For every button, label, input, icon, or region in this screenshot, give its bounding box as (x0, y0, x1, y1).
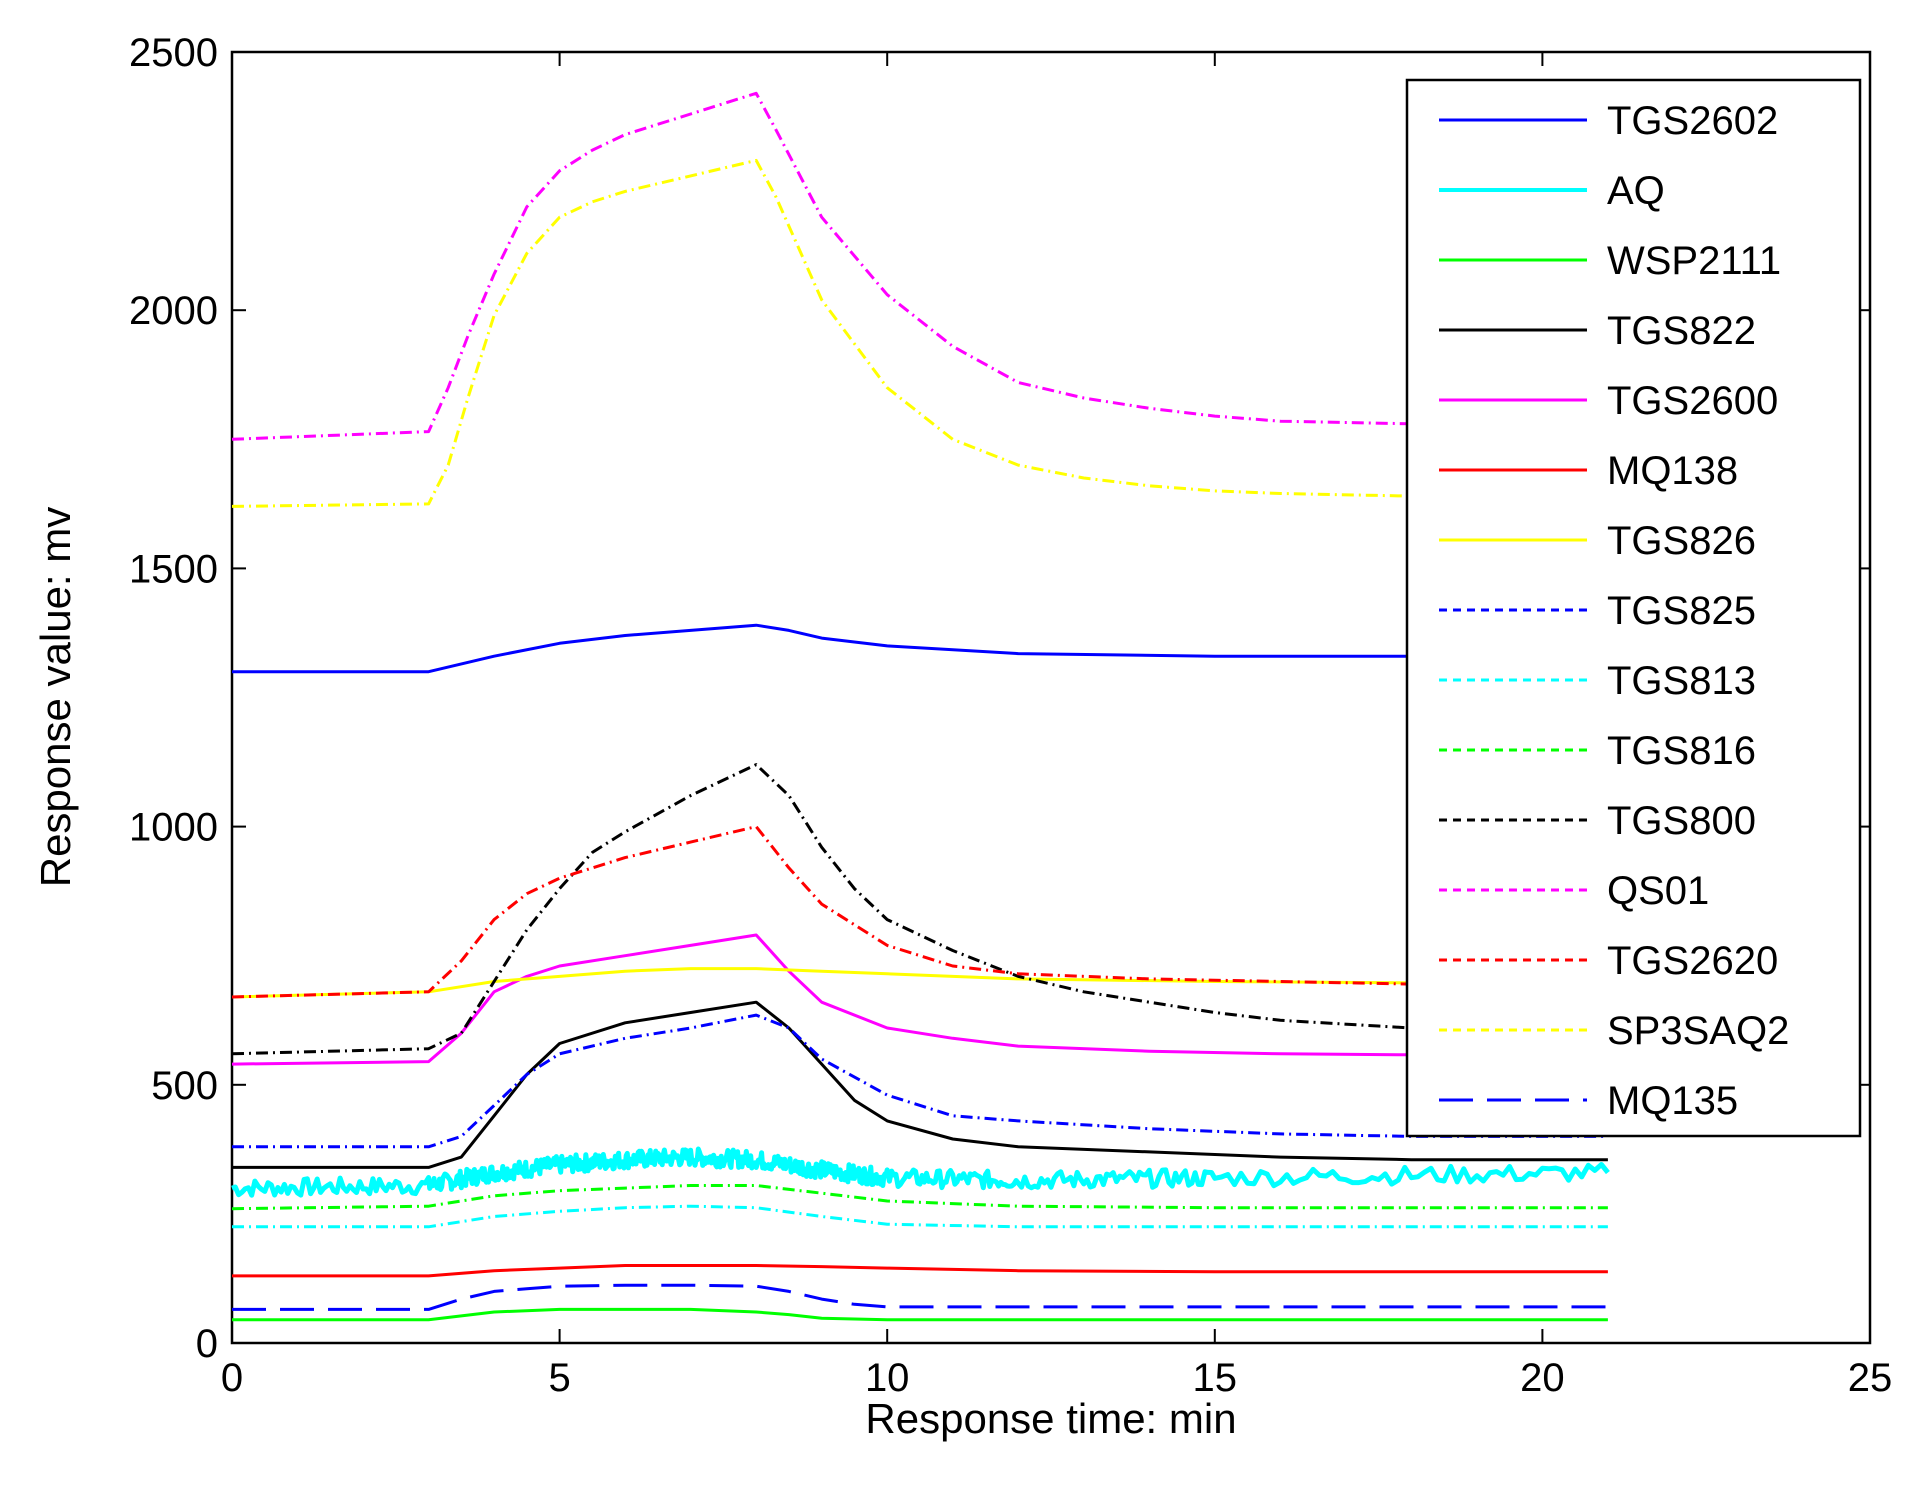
series-lines (231, 91, 1610, 1322)
legend-label: TGS800 (1607, 799, 1756, 843)
series-line-tgs816 (231, 1184, 1608, 1211)
y-tick-label: 1000 (129, 806, 218, 850)
series-line-tgs800 (231, 763, 1608, 1056)
x-tick-label: 15 (1193, 1356, 1238, 1400)
x-tick-label: 5 (548, 1356, 570, 1400)
y-tick-label: 1500 (129, 547, 218, 591)
series-line-aq (231, 1146, 1610, 1198)
series-line-tgs2600 (231, 933, 1608, 1066)
series-line-tgs2602 (232, 623, 1608, 674)
legend-label: MQ135 (1607, 1079, 1738, 1123)
y-tick-label: 500 (151, 1064, 218, 1108)
legend: TGS2602 AQ WSP2111 TGS822 TGS2600 MQ138 TGS826… (1405, 78, 1862, 1138)
legend-label: MQ138 (1607, 449, 1738, 493)
legend-label: SP3SAQ2 (1607, 1009, 1789, 1053)
legend-label: TGS816 (1607, 729, 1756, 773)
legend-label: AQ (1607, 169, 1665, 213)
legend-label: TGS825 (1607, 589, 1756, 633)
legend-label: QS01 (1607, 869, 1709, 913)
legend-label: TGS2602 (1607, 99, 1778, 143)
x-tick-label: 25 (1848, 1356, 1893, 1400)
x-axis-label: Response time: min (865, 1395, 1236, 1442)
series-line-mq138 (232, 1264, 1608, 1278)
legend-label: TGS822 (1607, 309, 1756, 353)
series-line-tgs826 (231, 967, 1608, 999)
y-tick-label: 2000 (129, 289, 218, 333)
legend-label: TGS813 (1607, 659, 1756, 703)
series-line-wsp2111 (232, 1307, 1608, 1322)
x-tick-label: 0 (221, 1356, 243, 1400)
legend-label: TGS2600 (1607, 379, 1778, 423)
series-line-tgs2620 (231, 825, 1608, 999)
legend-label: TGS2620 (1607, 939, 1778, 983)
x-tick-label: 10 (865, 1356, 910, 1400)
legend-label: WSP2111 (1607, 239, 1781, 283)
x-tick-label: 20 (1520, 1356, 1565, 1400)
series-line-mq135 (232, 1283, 1608, 1311)
legend-label: TGS826 (1607, 519, 1756, 563)
series-line-tgs822 (232, 1000, 1608, 1169)
y-tick-label: 2500 (129, 31, 218, 75)
axis-ticks: 0 5 10 15 20 25 0 500 1000 1500 2000 2500 (129, 31, 1892, 1400)
series-line-qs01 (231, 91, 1608, 441)
y-tick-label: 0 (196, 1322, 218, 1366)
series-line-tgs825 (232, 1013, 1608, 1149)
y-axis-label: Response value: mv (32, 507, 79, 888)
series-line-tgs813 (232, 1204, 1608, 1229)
series-line-sp3saq2 (231, 158, 1608, 508)
